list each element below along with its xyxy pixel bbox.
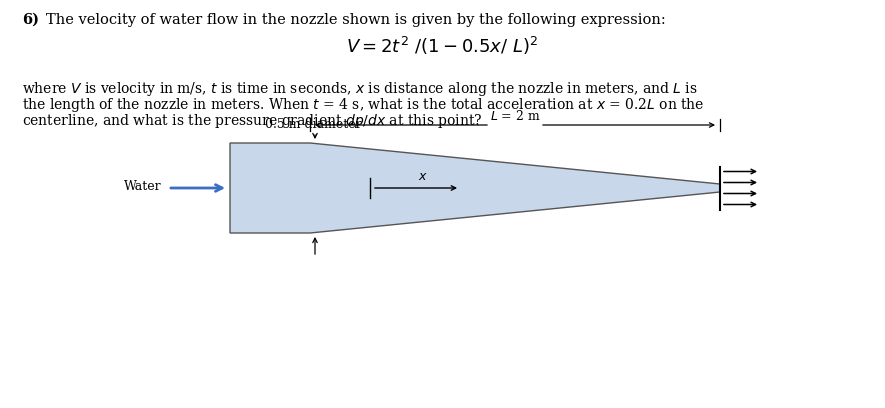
Text: $V = 2t^2\ /\left(1 - 0.5x/\ L\right)^2$: $V = 2t^2\ /\left(1 - 0.5x/\ L\right)^2$ — [346, 35, 538, 57]
Polygon shape — [230, 143, 720, 233]
Text: 0.5 m diameter: 0.5 m diameter — [265, 118, 361, 131]
Text: centerline, and what is the pressure gradient $dp/dx$ at this point?: centerline, and what is the pressure gra… — [22, 112, 482, 130]
Text: the length of the nozzle in meters. When $t$ = 4 s, what is the total accelerati: the length of the nozzle in meters. When… — [22, 96, 704, 114]
Text: where $V$ is velocity in m/s, $t$ is time in seconds, $x$ is distance along the : where $V$ is velocity in m/s, $t$ is tim… — [22, 80, 697, 98]
Text: Water: Water — [125, 180, 162, 193]
Text: The velocity of water flow in the nozzle shown is given by the following express: The velocity of water flow in the nozzle… — [46, 13, 666, 27]
Text: 6): 6) — [22, 13, 39, 27]
Text: $L$ = 2 m: $L$ = 2 m — [489, 109, 541, 123]
Text: $x$: $x$ — [418, 170, 428, 183]
